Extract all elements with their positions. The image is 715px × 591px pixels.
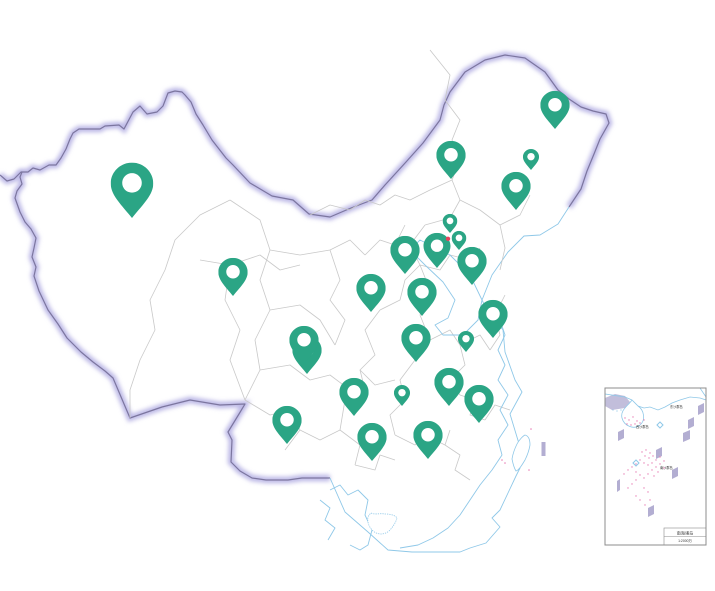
svg-text:1:2000万: 1:2000万 — [678, 539, 692, 543]
svg-text:南海诸岛: 南海诸岛 — [677, 530, 694, 537]
svg-text:东沙群岛: 东沙群岛 — [670, 404, 683, 409]
svg-text:西沙群岛: 西沙群岛 — [636, 424, 649, 429]
svg-text:南沙群岛: 南沙群岛 — [660, 465, 673, 470]
